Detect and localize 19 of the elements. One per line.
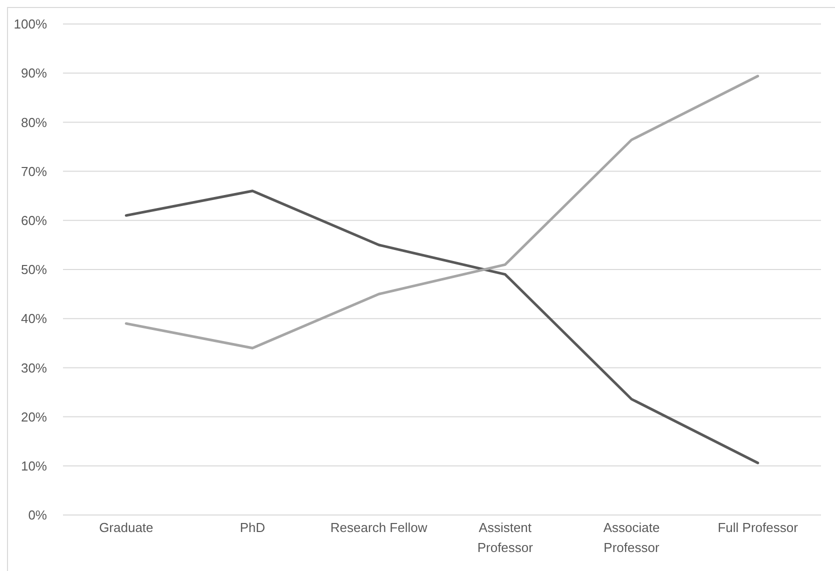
y-tick-label: 0% [28,508,48,523]
y-tick-label: 50% [20,262,48,278]
x-tick-label: Full Professor [718,520,799,536]
y-tick-label: 60% [20,213,48,228]
y-tick-label: 40% [20,311,48,326]
y-tick-label: 20% [20,409,48,424]
y-tick-label: 10% [20,458,48,474]
y-tick-label: 100% [14,16,48,32]
x-tick-label: PhD [240,520,266,536]
y-tick-label: 90% [20,66,48,81]
y-tick-label: 80% [20,114,48,130]
line-series [124,190,760,464]
x-tick-label: Assistent Professor [477,520,534,556]
y-tick-label: 70% [20,164,48,179]
x-tick-label: Associate Professor [603,520,660,556]
x-tick-label: Graduate [99,520,154,536]
y-tick-label: 30% [20,360,48,376]
line-series [124,74,760,350]
x-tick-label: Research Fellow [330,520,428,536]
